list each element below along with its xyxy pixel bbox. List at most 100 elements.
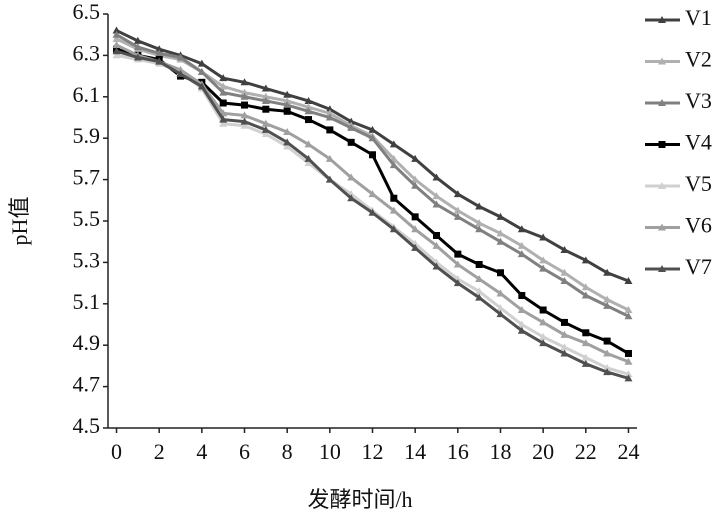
data-point <box>560 318 568 326</box>
data-point <box>496 269 504 277</box>
x-tick-label: 4 <box>196 439 207 464</box>
data-point <box>411 213 419 221</box>
data-point <box>475 202 484 210</box>
data-point <box>432 192 441 200</box>
data-point <box>453 212 462 220</box>
data-point <box>389 161 398 169</box>
data-point <box>219 119 228 127</box>
data-point <box>475 260 483 268</box>
data-point <box>518 292 526 300</box>
data-point <box>539 264 548 272</box>
data-point <box>325 105 334 113</box>
data-point <box>624 374 633 382</box>
series-line <box>116 47 630 355</box>
data-point <box>283 96 292 104</box>
data-point <box>261 84 270 92</box>
data-point <box>411 154 420 162</box>
data-point <box>624 357 633 365</box>
data-point <box>240 117 249 125</box>
data-point <box>347 138 355 146</box>
data-point <box>155 45 164 53</box>
data-point <box>560 268 569 276</box>
data-point <box>624 277 633 285</box>
data-point <box>624 312 633 320</box>
data-point <box>411 181 420 189</box>
data-point <box>283 127 292 135</box>
data-point <box>581 256 590 264</box>
legend-label: V5 <box>685 171 712 196</box>
data-point <box>539 332 548 340</box>
y-tick-label: 4.5 <box>73 413 101 438</box>
data-point <box>325 109 334 117</box>
data-point <box>325 154 334 162</box>
data-point <box>624 306 633 314</box>
y-tick-label: 6.3 <box>73 40 101 65</box>
data-point <box>411 225 420 233</box>
data-point <box>453 206 462 214</box>
data-point <box>603 363 612 371</box>
data-point <box>517 320 526 328</box>
data-point <box>496 212 505 220</box>
data-point <box>240 111 249 119</box>
legend-marker <box>658 99 666 106</box>
x-tick-label: 14 <box>404 439 426 464</box>
y-tick-label: 6.1 <box>73 82 101 107</box>
legend-label: V1 <box>685 5 712 30</box>
data-point <box>304 103 313 111</box>
x-tick-label: 6 <box>239 439 250 464</box>
x-tick-label: 16 <box>447 439 469 464</box>
data-point <box>517 225 526 233</box>
data-point <box>475 293 484 301</box>
data-point <box>517 241 526 249</box>
data-point <box>475 274 484 282</box>
data-point <box>176 53 185 61</box>
data-point <box>603 368 612 376</box>
data-point <box>560 343 569 351</box>
data-point <box>496 237 505 245</box>
y-tick-label: 5.7 <box>73 165 101 190</box>
data-point <box>603 295 612 303</box>
data-point <box>603 268 612 276</box>
data-point <box>304 140 313 148</box>
x-tick-label: 10 <box>319 439 341 464</box>
data-point <box>347 173 356 181</box>
data-point <box>389 140 398 148</box>
data-point <box>496 310 505 318</box>
data-point <box>112 51 121 59</box>
data-point <box>304 159 313 167</box>
data-point <box>389 154 398 162</box>
data-point <box>496 229 505 237</box>
data-point <box>624 349 632 357</box>
data-point <box>304 107 313 115</box>
legend-marker <box>658 16 666 23</box>
data-point <box>262 105 270 113</box>
data-point <box>261 119 270 127</box>
legend-label: V4 <box>685 130 712 155</box>
data-point <box>347 123 356 131</box>
data-point <box>582 329 590 337</box>
data-point <box>197 59 206 67</box>
x-tick-label: 18 <box>489 439 511 464</box>
data-point <box>261 130 270 138</box>
data-point <box>261 92 270 100</box>
data-point <box>389 225 398 233</box>
legend-marker <box>658 265 666 272</box>
y-tick-label: 6.5 <box>73 0 101 24</box>
data-point <box>283 107 291 115</box>
data-point <box>453 279 462 287</box>
data-point <box>325 175 334 183</box>
legend-label: V3 <box>685 88 712 113</box>
data-point <box>411 243 420 251</box>
data-point <box>261 125 270 133</box>
data-point <box>453 260 462 268</box>
data-point <box>241 101 249 109</box>
data-point <box>581 353 590 361</box>
data-point <box>603 337 611 345</box>
data-point <box>496 289 505 297</box>
data-point <box>517 250 526 258</box>
data-point <box>304 96 313 104</box>
data-point <box>219 82 228 90</box>
data-point <box>155 57 164 65</box>
data-point <box>283 142 292 150</box>
